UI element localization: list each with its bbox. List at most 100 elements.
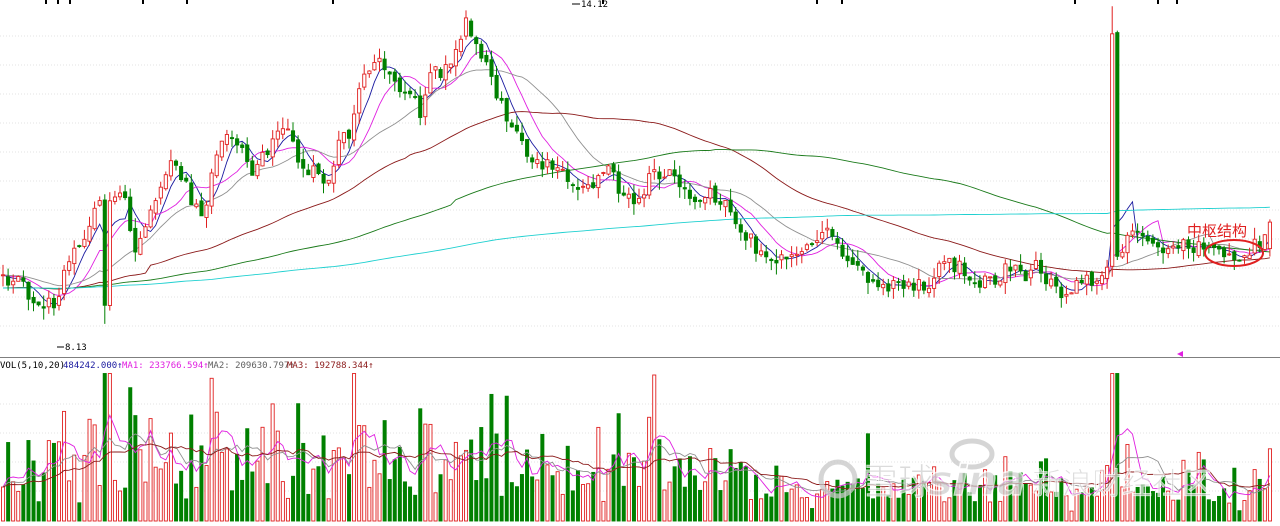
volume-bar — [97, 485, 102, 522]
volume-bar — [830, 488, 835, 522]
candle-body — [387, 71, 392, 75]
candle-body — [591, 182, 596, 188]
candle-body — [667, 169, 672, 176]
volume-bar — [148, 418, 153, 522]
candle-body — [1003, 263, 1008, 284]
volume-bar — [942, 501, 947, 522]
candle-body — [428, 72, 433, 94]
volume-bar — [687, 456, 692, 522]
candle-body — [1135, 230, 1140, 233]
volume-bar — [1247, 490, 1252, 522]
candle-body — [682, 187, 687, 190]
volume-bar — [1074, 488, 1079, 522]
volume-bar — [988, 501, 993, 522]
volume-bar — [723, 480, 728, 522]
candle-body — [769, 258, 774, 262]
candle-body — [621, 192, 626, 196]
candle-body — [499, 97, 504, 101]
volume-bar — [1201, 459, 1206, 522]
volume-bar — [514, 486, 519, 522]
volume-bar — [311, 468, 316, 522]
volume-bar — [1064, 495, 1069, 522]
volume-bar — [11, 481, 16, 522]
candle-body — [764, 251, 769, 258]
candle-body — [352, 113, 357, 141]
candle-body — [189, 182, 194, 206]
candle-body — [260, 151, 265, 167]
volume-bar — [545, 464, 550, 522]
candle-body — [1232, 251, 1237, 261]
volume-bar — [229, 490, 234, 522]
volume-ma-lines — [2, 413, 1271, 499]
volume-bar — [1115, 373, 1120, 522]
volume-legend-ma3: MA3: 192788.344↑ — [287, 361, 374, 371]
candle-body — [982, 275, 988, 288]
candle-body — [397, 77, 402, 93]
candle-body — [784, 256, 789, 260]
candle-body — [31, 296, 36, 304]
candle-body — [265, 150, 270, 156]
volume-bar — [804, 497, 809, 522]
candle-body — [1242, 255, 1247, 258]
volume-bar — [1033, 490, 1038, 522]
volume-bar — [118, 490, 123, 522]
candle-body — [158, 186, 163, 199]
candle-body — [530, 157, 535, 163]
candle-body — [652, 169, 657, 173]
volume-bar — [72, 454, 77, 522]
candle-body — [326, 179, 331, 184]
price-grid — [0, 35, 1280, 327]
candle-body — [418, 95, 423, 118]
candle-body — [138, 237, 143, 255]
volume-bar — [464, 449, 469, 522]
volume-bar — [260, 426, 265, 522]
candle-body — [728, 199, 733, 213]
candle-body — [311, 165, 316, 178]
volume-bar — [983, 469, 988, 522]
volume-bar — [916, 474, 921, 522]
candle-body — [194, 203, 199, 208]
volume-bar — [1110, 373, 1115, 522]
volume-bar — [174, 483, 179, 522]
volume-bar — [331, 450, 336, 522]
volume-legend-ma2: MA2: 209630.797↑ — [208, 361, 295, 371]
candle-body — [1171, 245, 1176, 249]
candle-body — [199, 200, 204, 217]
candle-body — [759, 250, 764, 256]
volume-bar — [504, 395, 509, 522]
volume-bar — [209, 377, 214, 522]
candle-body — [1023, 270, 1028, 282]
candle-body — [1176, 245, 1181, 249]
candle-body — [560, 168, 565, 171]
xueqiu-logo-icon — [818, 459, 858, 499]
volume-bar — [21, 484, 26, 522]
volume-bar — [876, 483, 881, 522]
candlestick-series — [0, 6, 1272, 324]
candle-body — [128, 196, 133, 231]
candle-body — [235, 138, 240, 146]
candle-body — [448, 63, 453, 69]
candle-body — [102, 199, 107, 306]
ma-line-250 — [3, 206, 1270, 289]
candle-body — [56, 296, 62, 306]
volume-bar — [1140, 484, 1145, 522]
volume-bar — [703, 481, 708, 522]
volume-bar — [550, 475, 555, 522]
candle-body — [586, 184, 591, 189]
volume-bar — [1252, 469, 1257, 522]
candle-body — [1079, 279, 1084, 284]
candle-body — [743, 232, 748, 241]
candle-body — [443, 64, 448, 81]
volume-bar — [347, 474, 352, 522]
volume-bar — [555, 471, 560, 522]
volume-bar — [41, 472, 46, 522]
volume-bar — [1054, 491, 1059, 522]
candle-body — [250, 160, 255, 176]
volume-bar — [1125, 444, 1130, 522]
volume-bar — [601, 500, 606, 522]
volume-bar — [443, 459, 448, 522]
volume-bar — [56, 441, 61, 522]
volume-bar — [1059, 478, 1064, 522]
volume-bar — [153, 466, 158, 522]
candle-body — [881, 283, 886, 289]
